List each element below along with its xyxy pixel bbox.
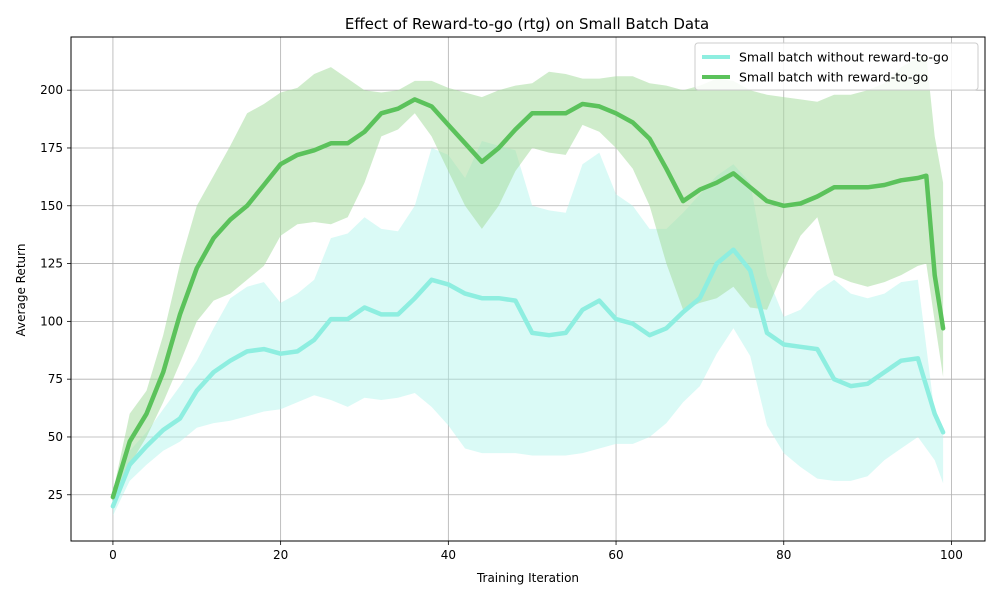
y-axis-label: Average Return	[14, 244, 28, 337]
legend-box	[694, 42, 979, 91]
y-tick-label: 50	[48, 430, 63, 444]
x-tick-label: 40	[441, 548, 456, 562]
y-tick-label: 25	[48, 488, 63, 502]
chart-title: Effect of Reward-to-go (rtg) on Small Ba…	[345, 15, 709, 33]
x-tick-label: 0	[109, 548, 117, 562]
x-tick-label: 60	[608, 548, 623, 562]
x-axis-ticks: 0 20 40 60 80 100	[109, 541, 963, 562]
y-tick-label: 100	[40, 314, 63, 328]
series-line-1	[110, 97, 946, 500]
y-tick-label: 75	[48, 372, 63, 386]
x-tick-label: 100	[940, 548, 963, 562]
y-tick-label: 150	[40, 199, 63, 213]
legend-label-with-rtg: Small batch with reward-to-go	[739, 70, 928, 85]
series-line-0	[110, 247, 946, 509]
x-tick-label: 80	[776, 548, 791, 562]
x-axis-label: Training Iteration	[476, 571, 579, 585]
legend: Small batch without reward-to-go Small b…	[694, 42, 979, 91]
plot-frame	[70, 36, 986, 542]
confidence-band-series-1	[112, 55, 944, 502]
y-tick-label: 200	[40, 83, 63, 97]
x-tick-label: 20	[273, 548, 288, 562]
y-axis-ticks: 25 50 75 100 125 150 175 200	[40, 83, 71, 502]
y-tick-label: 125	[40, 257, 63, 271]
legend-label-without-rtg: Small batch without reward-to-go	[739, 50, 949, 65]
y-tick-label: 175	[40, 141, 63, 155]
series-lines	[110, 97, 946, 509]
